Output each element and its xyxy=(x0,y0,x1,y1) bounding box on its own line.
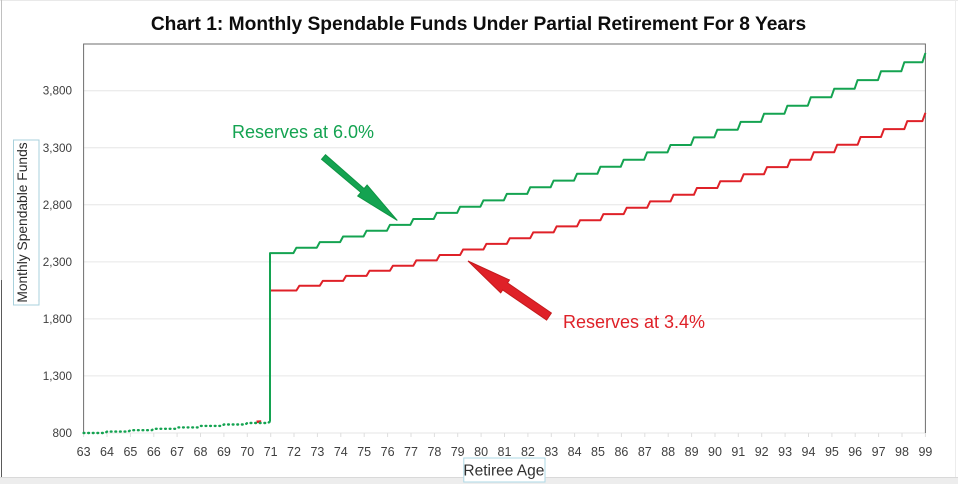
svg-text:93: 93 xyxy=(778,445,792,459)
svg-text:87: 87 xyxy=(638,445,652,459)
svg-text:67: 67 xyxy=(170,445,184,459)
svg-text:92: 92 xyxy=(755,445,769,459)
svg-text:88: 88 xyxy=(661,445,675,459)
svg-text:69: 69 xyxy=(217,445,231,459)
svg-text:3,300: 3,300 xyxy=(43,142,73,155)
svg-text:66: 66 xyxy=(147,445,161,459)
svg-text:77: 77 xyxy=(404,445,418,459)
svg-text:68: 68 xyxy=(194,445,208,459)
svg-text:2,800: 2,800 xyxy=(43,199,73,212)
svg-text:70: 70 xyxy=(240,445,254,459)
svg-text:73: 73 xyxy=(310,445,324,459)
svg-text:96: 96 xyxy=(848,445,862,459)
svg-text:1,300: 1,300 xyxy=(43,370,73,383)
svg-text:Retiree Age: Retiree Age xyxy=(463,463,544,480)
svg-text:Reserves at 6.0%: Reserves at 6.0% xyxy=(232,122,374,142)
svg-text:76: 76 xyxy=(381,445,395,459)
svg-text:71: 71 xyxy=(264,445,278,459)
svg-text:79: 79 xyxy=(451,445,465,459)
svg-text:84: 84 xyxy=(568,445,582,459)
svg-text:74: 74 xyxy=(334,445,348,459)
svg-text:2,300: 2,300 xyxy=(43,256,73,269)
svg-text:1,800: 1,800 xyxy=(43,313,73,326)
svg-text:99: 99 xyxy=(918,445,932,459)
svg-text:3,800: 3,800 xyxy=(43,85,73,98)
svg-text:89: 89 xyxy=(685,445,699,459)
svg-text:86: 86 xyxy=(614,445,628,459)
svg-text:Reserves at 3.4%: Reserves at 3.4% xyxy=(563,312,705,332)
svg-text:800: 800 xyxy=(52,427,72,440)
svg-text:72: 72 xyxy=(287,445,301,459)
svg-text:82: 82 xyxy=(521,445,535,459)
svg-text:95: 95 xyxy=(825,445,839,459)
svg-text:78: 78 xyxy=(427,445,441,459)
svg-text:98: 98 xyxy=(895,445,909,459)
svg-text:Chart 1: Monthly Spendable Fun: Chart 1: Monthly Spendable Funds Under P… xyxy=(151,14,806,35)
svg-text:Monthly Spendable Funds: Monthly Spendable Funds xyxy=(15,142,30,302)
svg-text:64: 64 xyxy=(100,445,114,459)
svg-text:75: 75 xyxy=(357,445,371,459)
svg-text:65: 65 xyxy=(123,445,137,459)
svg-text:91: 91 xyxy=(731,445,745,459)
svg-text:97: 97 xyxy=(872,445,886,459)
svg-text:94: 94 xyxy=(802,445,816,459)
svg-text:81: 81 xyxy=(498,445,512,459)
svg-text:63: 63 xyxy=(77,445,91,459)
svg-text:83: 83 xyxy=(544,445,558,459)
svg-text:90: 90 xyxy=(708,445,722,459)
svg-text:85: 85 xyxy=(591,445,605,459)
svg-text:80: 80 xyxy=(474,445,488,459)
